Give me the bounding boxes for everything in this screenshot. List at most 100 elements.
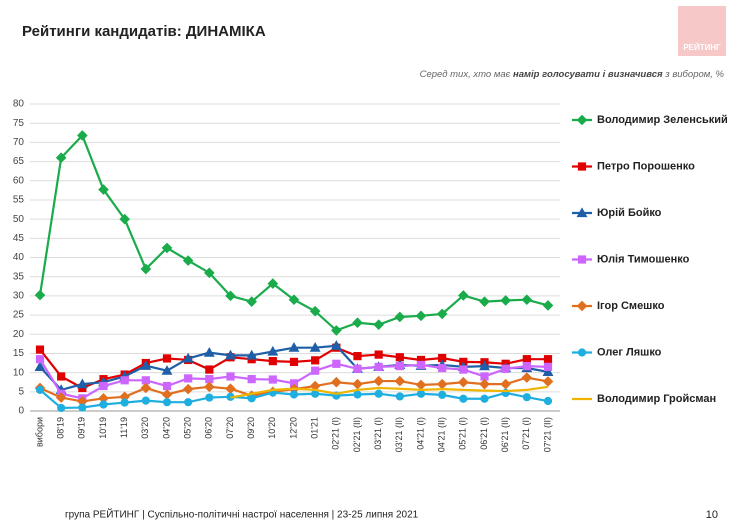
subtitle-part: Серед тих, хто має: [420, 69, 513, 80]
x-tick-label: вибори: [34, 417, 44, 447]
y-tick-label: 75: [13, 118, 25, 129]
data-point: [182, 352, 194, 363]
data-point: [247, 394, 256, 403]
y-tick-label: 10: [13, 367, 25, 378]
data-point: [246, 349, 258, 360]
data-point: [522, 362, 531, 371]
data-point: [353, 352, 362, 361]
data-point: [99, 400, 108, 409]
data-point: [309, 305, 321, 317]
x-tick-label: 01'21: [310, 417, 320, 439]
data-point: [78, 403, 87, 412]
data-point: [458, 376, 469, 388]
data-point: [204, 267, 215, 279]
legend-marker: [576, 300, 588, 312]
data-point: [161, 365, 173, 375]
data-point: [140, 382, 152, 394]
y-tick-label: 30: [13, 291, 25, 302]
data-point: [268, 375, 277, 384]
legend-marker: [576, 114, 588, 126]
data-point: [225, 349, 236, 360]
data-point: [394, 311, 406, 323]
data-point: [35, 355, 45, 364]
legend-label: Петро Порошенко: [597, 160, 695, 172]
logo: РЕЙТИНГ: [683, 43, 721, 52]
data-point: [543, 362, 553, 371]
y-tick-label: 50: [13, 214, 25, 225]
x-tick-label: 05'21 (I): [458, 417, 468, 450]
legend-marker: [577, 348, 587, 357]
data-point: [288, 294, 300, 306]
data-point: [438, 390, 447, 399]
data-point: [522, 355, 531, 364]
data-point: [458, 290, 469, 301]
data-point: [522, 393, 531, 402]
y-tick-label: 70: [13, 137, 25, 148]
data-point: [311, 356, 320, 365]
x-tick-label: 09'19: [77, 417, 87, 439]
legend-label: Юлія Тимошенко: [597, 253, 690, 265]
data-point: [205, 365, 214, 374]
y-tick-label: 15: [13, 348, 25, 359]
x-tick-label: 07'20: [225, 417, 235, 439]
data-point: [141, 396, 150, 405]
x-tick-label: 04'20: [161, 417, 171, 439]
data-point: [352, 378, 363, 390]
x-tick-label: 04'21 (II): [437, 417, 447, 452]
x-tick-label: 11'19: [119, 417, 129, 438]
legend-label: Юрій Бойко: [597, 207, 662, 219]
data-point: [184, 374, 193, 383]
y-tick-label: 5: [18, 386, 24, 397]
data-point: [161, 389, 173, 400]
x-tick-label: 10'19: [98, 417, 108, 439]
data-point: [34, 361, 46, 371]
data-point: [35, 385, 45, 394]
data-point: [205, 393, 214, 402]
data-point: [416, 389, 426, 398]
data-point: [521, 372, 533, 383]
data-point: [479, 296, 490, 307]
data-point: [184, 398, 193, 407]
legend-marker: [576, 207, 588, 218]
data-point: [34, 289, 46, 301]
x-tick-label: 04'21 (I): [415, 417, 425, 450]
y-tick-label: 80: [13, 99, 25, 110]
data-point: [480, 394, 489, 403]
data-point: [521, 294, 533, 306]
legend-label: Ігор Смешко: [597, 300, 665, 312]
data-point: [226, 372, 235, 381]
data-point: [353, 364, 362, 373]
x-tick-label: 07'21 (II): [542, 417, 552, 452]
x-tick-label: 06'21 (II): [500, 417, 510, 452]
y-tick-label: 40: [13, 252, 25, 263]
data-point: [204, 381, 215, 393]
data-point: [415, 379, 427, 391]
data-point: [311, 366, 320, 375]
data-point: [373, 375, 384, 387]
data-point: [459, 394, 468, 403]
x-tick-label: 03'21 (I): [373, 417, 383, 450]
data-point: [330, 340, 342, 350]
data-point: [98, 184, 109, 195]
series-line: [230, 385, 549, 399]
data-point: [57, 403, 66, 413]
data-point: [543, 355, 553, 364]
y-tick-label: 20: [13, 329, 25, 340]
data-point: [119, 213, 130, 225]
x-tick-label: 07'21 (I): [521, 417, 531, 450]
logo-box: [678, 6, 726, 56]
data-point: [373, 319, 384, 330]
x-tick-label: 03'20: [140, 417, 150, 439]
data-point: [140, 263, 152, 275]
data-point: [415, 310, 427, 322]
data-point: [225, 290, 236, 302]
data-point: [77, 130, 88, 141]
footer: група РЕЙТИНГ | Суспільно-політичні наст…: [65, 508, 419, 521]
legend-marker: [577, 162, 587, 171]
data-point: [289, 390, 299, 399]
y-tick-label: 60: [13, 175, 25, 186]
x-tick-label: 03'21 (II): [394, 417, 404, 452]
data-point: [395, 362, 404, 371]
data-point: [288, 342, 300, 352]
data-point: [374, 389, 383, 398]
